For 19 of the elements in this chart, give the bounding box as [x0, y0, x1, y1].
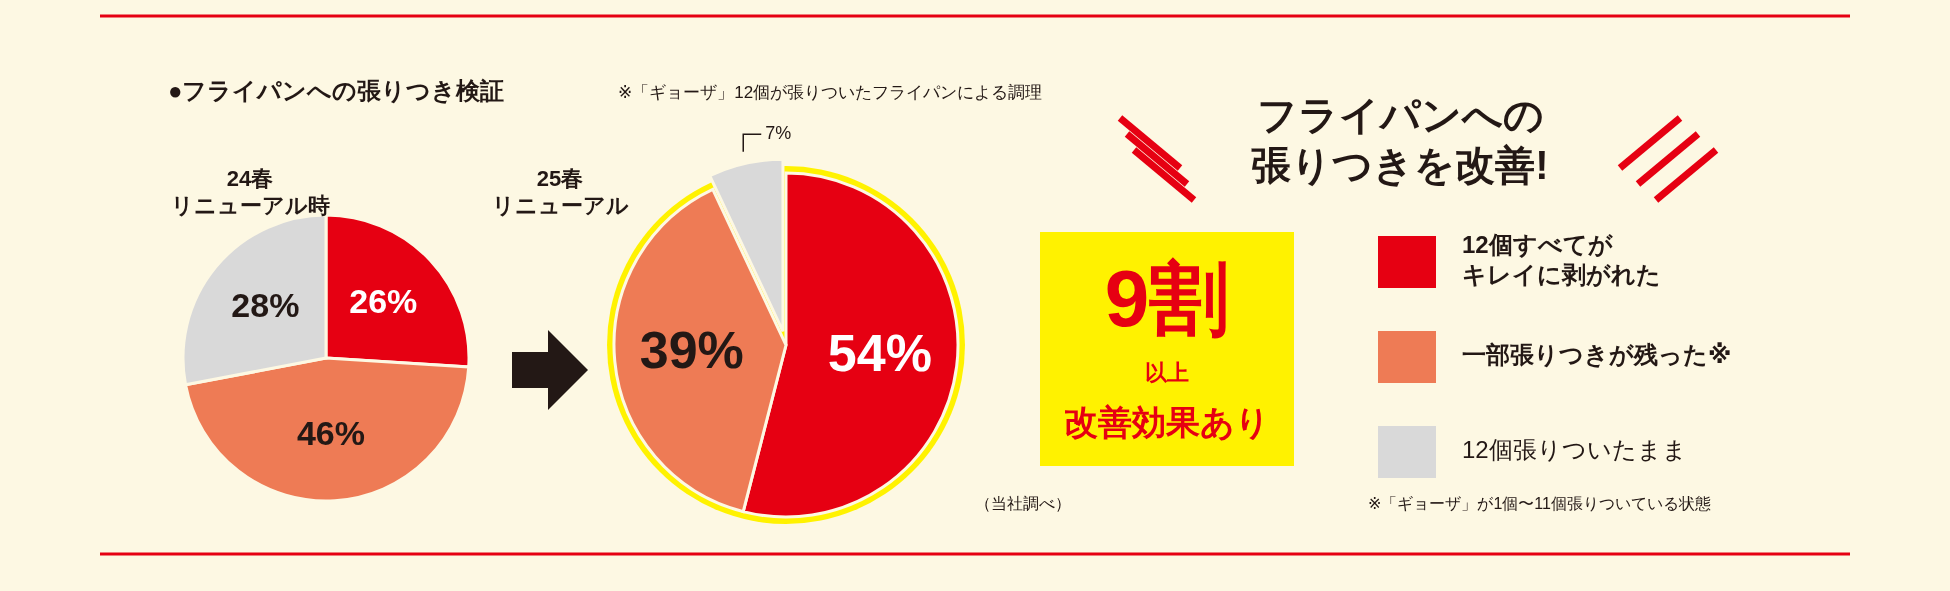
text: ●フライパンへの張りつき検証 [168, 77, 505, 105]
legend-label: 一部張りつきが残った※ [1462, 341, 1732, 369]
text: 9割 [1104, 254, 1230, 344]
text: ※「ギョーザ」が1個〜11個張りついている状態 [1368, 495, 1711, 513]
chart-title: 24春リニューアル時 [170, 165, 330, 219]
text: （当社調べ） [975, 495, 1071, 513]
text: 改善効果あり [1064, 402, 1270, 441]
text: ※「ギョーザ」12個が張りついたフライパンによる調理 [618, 83, 1043, 103]
data-label: 46% [296, 414, 365, 453]
text: 以上 [1145, 359, 1189, 385]
text: フライパンへの張りつきを改善! [1251, 92, 1549, 187]
data-label: 28% [231, 285, 300, 324]
data-label: 26% [349, 282, 418, 321]
legend-label: 12個張りついたまま [1462, 436, 1687, 464]
data-label: 54% [827, 323, 932, 382]
data-label: 7% [765, 123, 792, 144]
data-label: 39% [639, 320, 744, 379]
text: 25春リニューアル [491, 165, 629, 219]
legend-label: 12個すべてがキレイに剥がれた [1462, 231, 1661, 289]
